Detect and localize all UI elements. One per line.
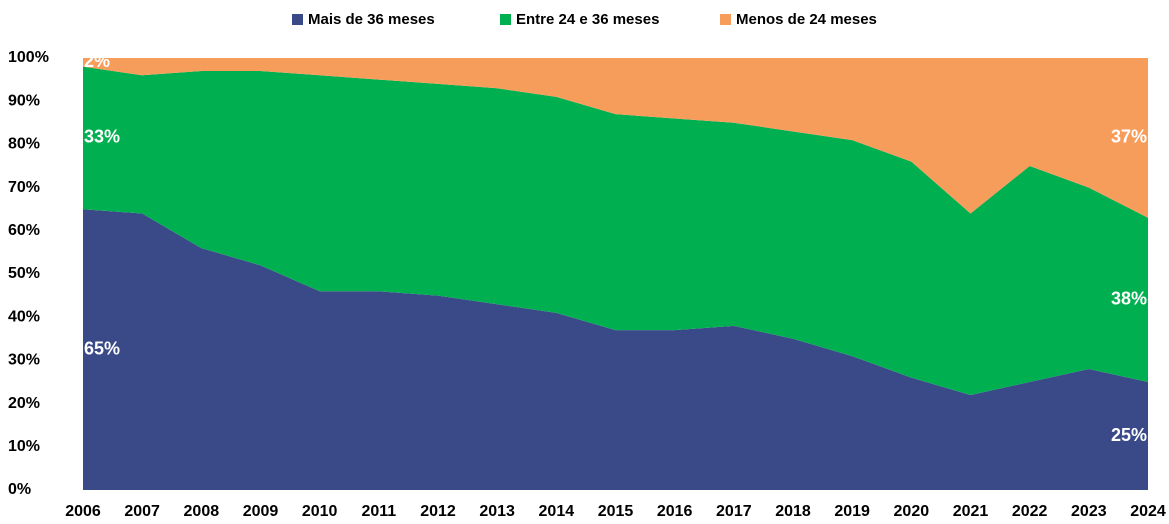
y-tick-label: 40%	[8, 308, 40, 325]
data-label: 38%	[1111, 289, 1147, 309]
y-tick-label: 20%	[8, 395, 40, 412]
legend-swatch	[292, 14, 303, 25]
area	[83, 209, 1148, 490]
y-tick-label: 100%	[8, 49, 49, 66]
legend-label: Entre 24 e 36 meses	[516, 11, 659, 28]
x-tick-label: 2022	[1012, 503, 1048, 520]
y-tick-label: 70%	[8, 179, 40, 196]
y-tick-label: 90%	[8, 92, 40, 109]
x-tick-label: 2009	[243, 503, 279, 520]
legend-swatch	[500, 14, 511, 25]
y-tick-label: 30%	[8, 352, 40, 369]
x-tick-label: 2017	[716, 503, 752, 520]
x-tick-label: 2021	[953, 503, 989, 520]
x-tick-label: 2014	[539, 503, 575, 520]
x-tick-label: 2011	[361, 503, 396, 520]
legend-swatch	[720, 14, 731, 25]
data-label: 33%	[84, 127, 120, 147]
x-tick-label: 2008	[184, 503, 220, 520]
data-label: 37%	[1111, 127, 1147, 147]
area	[83, 58, 1148, 218]
area	[83, 66, 1148, 395]
x-tick-label: 2015	[598, 503, 634, 520]
y-tick-label: 60%	[8, 222, 40, 239]
y-tick-label: 80%	[8, 136, 40, 153]
data-label: 25%	[1111, 425, 1147, 445]
x-tick-label: 2018	[775, 503, 811, 520]
y-tick-label: 0%	[8, 481, 31, 498]
y-tick-label: 50%	[8, 265, 40, 282]
x-tick-label: 2023	[1071, 503, 1107, 520]
legend-label: Menos de 24 meses	[736, 11, 877, 28]
data-label: 65%	[84, 338, 120, 358]
x-tick-label: 2024	[1130, 503, 1166, 520]
x-tick-label: 2019	[834, 503, 870, 520]
x-tick-label: 2020	[894, 503, 930, 520]
x-tick-label: 2007	[124, 503, 160, 520]
x-tick-label: 2013	[479, 503, 515, 520]
legend-label: Mais de 36 meses	[308, 11, 435, 28]
x-tick-label: 2006	[65, 503, 101, 520]
data-label: 2%	[84, 51, 110, 71]
x-tick-label: 2016	[657, 503, 693, 520]
y-tick-label: 10%	[8, 438, 40, 455]
x-tick-label: 2010	[302, 503, 338, 520]
x-tick-label: 2012	[420, 503, 456, 520]
